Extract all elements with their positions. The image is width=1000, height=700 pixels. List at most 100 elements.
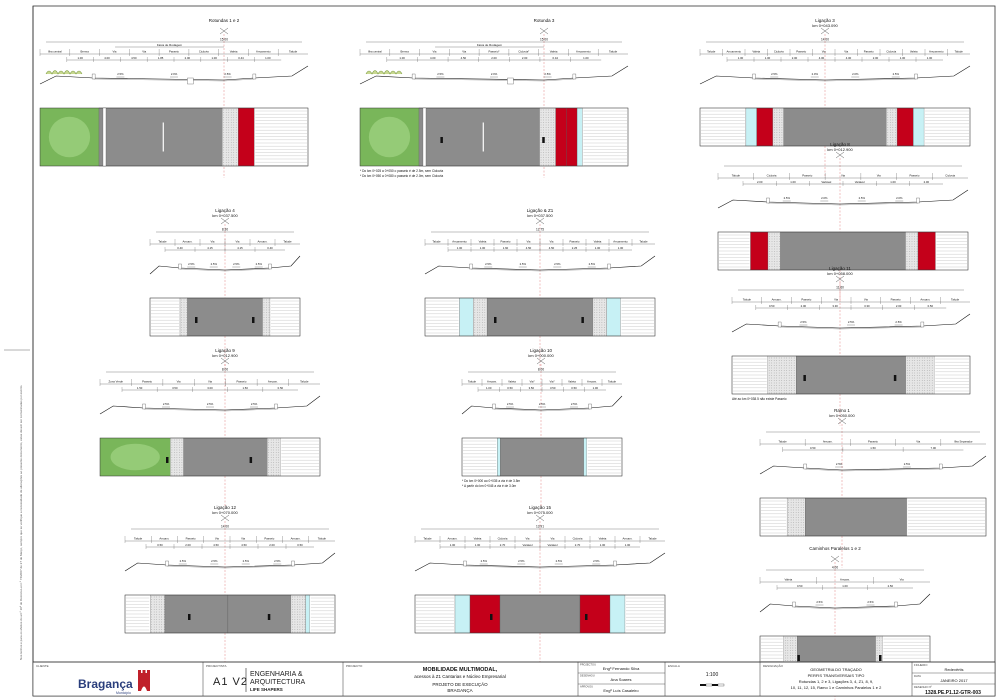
- paving-dot: [273, 472, 275, 473]
- paving-dot: [778, 375, 780, 376]
- paving-dot: [599, 334, 600, 336]
- paving-dot: [228, 119, 230, 121]
- section-title: Ligação 11: [829, 266, 851, 271]
- paving-dot: [781, 365, 783, 366]
- paving-dot: [151, 621, 153, 623]
- paving-dot: [781, 112, 783, 113]
- paving-dot: [879, 642, 880, 644]
- paving-dot: [550, 147, 552, 148]
- paving-dot: [302, 626, 303, 628]
- paving-dot: [889, 109, 891, 111]
- shrubs-icon: [365, 70, 403, 75]
- element-label: Ciclovia: [767, 174, 777, 178]
- paving-dot: [919, 367, 921, 369]
- dimension-total: 11.60: [836, 286, 844, 290]
- paving-dot: [601, 327, 603, 328]
- paving-dot: [793, 527, 794, 528]
- paving-dot: [924, 357, 926, 359]
- paving-dot: [771, 360, 773, 361]
- paving-dot: [273, 442, 275, 443]
- paving-dot: [186, 329, 187, 331]
- paving-dot: [294, 606, 296, 608]
- paving-dot: [769, 261, 770, 262]
- paving-dot: [776, 362, 778, 364]
- kerb-icon: [607, 263, 611, 270]
- paving-dot: [543, 124, 544, 126]
- paving-dot: [275, 442, 277, 443]
- paving-dot: [543, 162, 544, 163]
- paving-dot: [779, 263, 780, 265]
- paving-dot: [481, 319, 483, 321]
- paving-dot: [916, 382, 918, 384]
- paving-dot: [916, 251, 918, 252]
- paving-dot: [781, 370, 783, 371]
- paving-dot: [781, 109, 783, 111]
- paving-dot: [768, 360, 770, 361]
- paving-dot: [553, 134, 554, 136]
- paving-dot: [302, 621, 303, 623]
- paving-dot: [270, 467, 272, 468]
- dimension-value: 4.00: [104, 56, 110, 60]
- paving-dot: [604, 327, 605, 328]
- paving-dot: [225, 117, 227, 118]
- paving-dot: [292, 606, 293, 608]
- paving-dot: [545, 132, 547, 133]
- paving-dot: [228, 142, 230, 143]
- paving-dot: [176, 459, 178, 461]
- element-label: Passeio: [236, 380, 246, 384]
- paving-dot: [921, 372, 923, 374]
- paving-dot: [773, 385, 775, 386]
- paving-dot: [776, 382, 778, 384]
- paving-dot: [776, 392, 778, 394]
- paving-dot: [787, 645, 789, 646]
- road-profile-line: [699, 65, 971, 85]
- paving-dot: [790, 527, 792, 528]
- paving-dot: [174, 474, 175, 476]
- dimension-value: 3.30: [864, 304, 870, 308]
- paving-dot: [297, 621, 298, 623]
- paving-dot: [919, 357, 921, 359]
- paving-dot: [228, 109, 230, 111]
- paving-dot: [931, 382, 933, 384]
- paving-dot: [774, 117, 775, 118]
- paving-dot: [926, 387, 928, 389]
- element-label: Talude: [778, 440, 787, 444]
- paving-dot: [163, 599, 165, 600]
- paving-dot: [909, 387, 911, 389]
- dimension-value: 2.00: [792, 56, 798, 60]
- paving-dot: [540, 134, 542, 136]
- paving-dot: [906, 268, 908, 270]
- paving-dot: [235, 122, 237, 123]
- paving-dot: [914, 268, 915, 270]
- paving-dot: [540, 117, 542, 118]
- paving-dot: [783, 360, 785, 361]
- paving-dot: [186, 302, 187, 303]
- road-profile-line: [359, 65, 629, 85]
- axis-marker-icon: [219, 27, 229, 35]
- pavement-layer-line: [805, 468, 941, 472]
- paving-dot: [543, 147, 544, 148]
- paving-dot: [798, 529, 799, 531]
- element-label: Arruam.: [920, 298, 930, 302]
- paving-dot: [771, 377, 773, 379]
- paving-dot: [788, 504, 789, 506]
- paving-dot: [771, 251, 773, 252]
- paving-dot: [550, 112, 552, 113]
- paving-dot: [926, 357, 928, 359]
- paving-dot: [161, 609, 163, 610]
- paving-dot: [784, 652, 786, 654]
- paving-dot: [543, 154, 544, 156]
- paving-dot: [791, 382, 793, 384]
- paving-dot: [174, 467, 175, 468]
- paving-dot: [476, 329, 478, 331]
- paving-dot: [275, 462, 277, 463]
- paving-dot: [181, 314, 182, 316]
- paving-dot: [774, 268, 775, 270]
- element-label: Passeio: [868, 440, 878, 444]
- paving-dot: [921, 370, 923, 371]
- paving-dot: [235, 139, 237, 141]
- paving-dot: [153, 629, 155, 630]
- paving-dot: [771, 233, 773, 235]
- paving-dot: [909, 380, 911, 381]
